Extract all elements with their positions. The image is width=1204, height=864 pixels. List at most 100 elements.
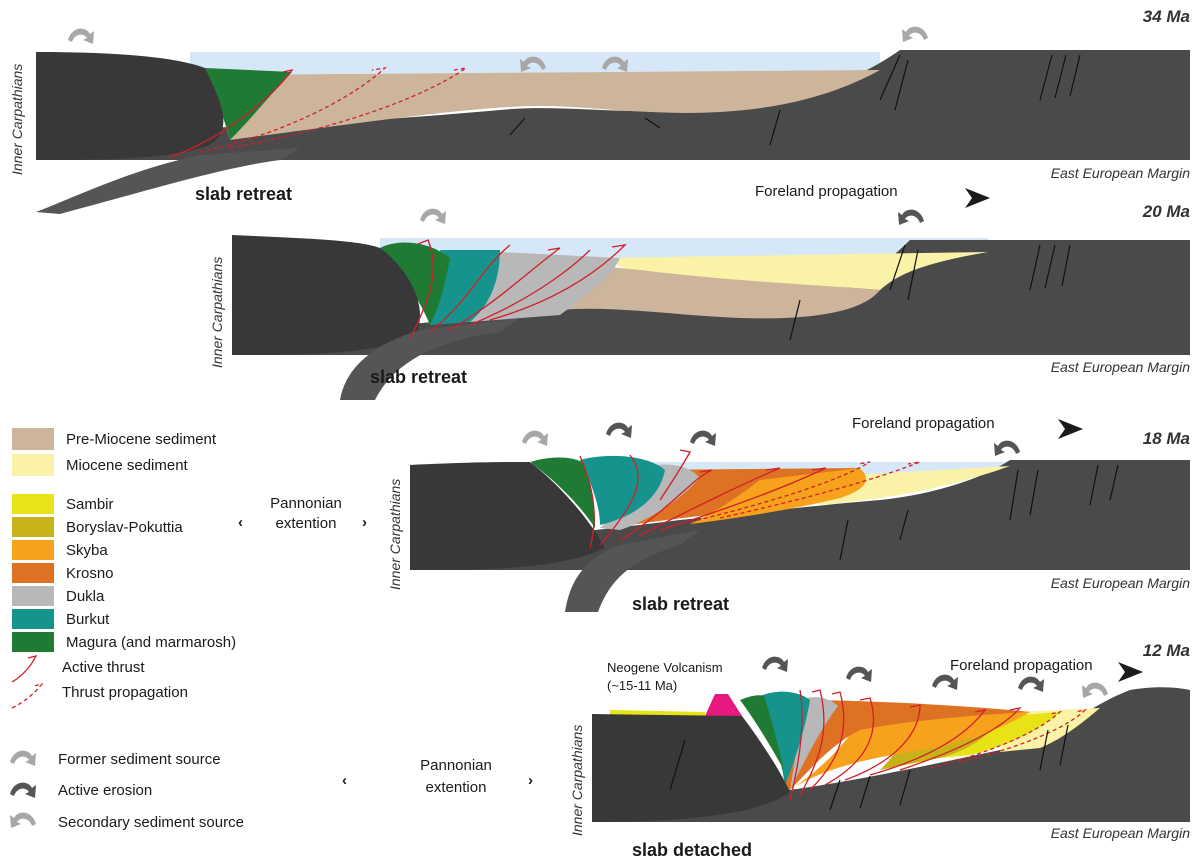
inner-carpathians-block — [232, 235, 421, 355]
former-sediment-source-arrow — [420, 208, 446, 224]
active-erosion-arrow — [762, 656, 788, 672]
slab-label: slab retreat — [370, 367, 467, 387]
sambir-strip — [610, 710, 705, 716]
east-european-margin-label: East European Margin — [1051, 825, 1191, 841]
legend-swatch — [12, 563, 54, 583]
active-thrust — [579, 455, 595, 549]
miocene-sediment — [600, 252, 988, 290]
thrust-propagation — [689, 461, 871, 523]
active-thrust — [599, 454, 639, 546]
inner-carpathians-label: Inner Carpathians — [387, 479, 403, 590]
subducting-slab — [36, 148, 300, 214]
foreland-propagation-label: Foreland propagation — [852, 415, 995, 432]
legend-label: Active erosion — [58, 782, 152, 799]
panel-18ma: 18 Ma Inner Carpathians East European Ma… — [387, 415, 1190, 614]
panel-20ma: 20 Ma Inner Carpathians East European Ma… — [209, 202, 1190, 400]
inner-carpathians-label: Inner Carpathians — [569, 725, 585, 836]
legend-label: Boryslav-Pokuttia — [66, 519, 183, 536]
legend-label: Skyba — [66, 542, 108, 559]
legend-swatch — [12, 454, 54, 476]
legend-label: Pre-Miocene sediment — [66, 431, 217, 448]
active-thrust — [469, 249, 591, 326]
pannonian-label: extention — [426, 779, 487, 796]
secondary-sediment-source-arrow — [1082, 682, 1108, 698]
foreland-basement — [410, 460, 1190, 570]
legend-label: Active thrust — [62, 659, 145, 676]
age-label: 12 Ma — [1143, 641, 1190, 660]
magura-unit — [205, 68, 292, 140]
active-thrust — [789, 689, 803, 801]
active-thrust — [869, 709, 987, 776]
legend-label: Sambir — [66, 496, 114, 513]
age-label: 34 Ma — [1143, 7, 1190, 26]
krosno-unit — [780, 700, 1030, 792]
thrust-propagation — [929, 710, 1063, 769]
pre-miocene-sediment — [210, 70, 880, 140]
thrust-propagation — [199, 67, 388, 153]
legend-swatch — [12, 586, 54, 606]
active-thrust — [619, 469, 713, 541]
active-thrust — [489, 244, 627, 321]
former-sediment-source-arrow — [68, 28, 94, 44]
volcanism-label: Neogene Volcanism — [607, 660, 723, 675]
active-erosion-arrow — [846, 666, 872, 682]
foreland-basement — [36, 50, 1190, 160]
pannonian-label: extention — [276, 515, 337, 532]
neogene-volcanism — [705, 694, 742, 716]
volcanism-age-label: (~15-11 Ma) — [607, 678, 677, 693]
legend-swatch — [12, 540, 54, 560]
panel-12ma: 12 Ma Inner Carpathians East European Ma… — [569, 641, 1190, 860]
age-label: 20 Ma — [1142, 202, 1190, 221]
active-erosion-arrow — [606, 422, 632, 438]
skyba-unit — [790, 712, 1030, 790]
legend-label: Magura (and marmarosh) — [66, 634, 236, 651]
secondary-sediment-source-icon — [10, 812, 36, 828]
age-label: 18 Ma — [1143, 429, 1190, 448]
legend-swatch — [12, 632, 54, 652]
magura-unit — [740, 695, 784, 770]
thrust-propagation-icon — [11, 682, 44, 709]
magura-unit — [530, 457, 596, 528]
inner-carpathians-label: Inner Carpathians — [9, 64, 25, 175]
skyba-unit — [690, 468, 866, 524]
active-thrust — [899, 706, 1022, 771]
burkut-unit — [760, 691, 810, 785]
legend-label: Former sediment source — [58, 751, 221, 768]
propagation-arrow-icon — [1118, 662, 1143, 682]
secondary-sediment-source-arrow — [902, 26, 928, 42]
active-thrust — [659, 467, 827, 531]
propagation-arrow-icon — [1058, 419, 1083, 439]
foreland-propagation-label: Foreland propagation — [950, 657, 1093, 674]
legend-label: Miocene sediment — [66, 457, 189, 474]
east-european-margin-label: East European Margin — [1051, 575, 1191, 591]
legend-label: Burkut — [66, 611, 110, 628]
legend-label: Thrust propagation — [62, 684, 188, 701]
active-erosion-arrow — [1018, 676, 1044, 692]
east-european-margin-label: East European Margin — [1051, 359, 1191, 375]
active-erosion-arrow — [690, 430, 716, 446]
inner-carpathians-block — [410, 462, 605, 570]
inner-carpathians-block — [36, 52, 224, 160]
active-thrust-icon — [11, 655, 38, 683]
panel-34ma: 34 Ma Inner Carpathians East European Ma… — [9, 7, 1190, 214]
active-thrust — [844, 704, 921, 781]
pannonian-extension-12ma: ‹ Pannonian extention › — [342, 757, 533, 796]
slab-label: slab retreat — [632, 594, 729, 614]
active-thrust — [639, 467, 781, 536]
pannonian-arrow-left-icon: ‹ — [238, 514, 243, 531]
east-european-margin-label: East European Margin — [1051, 165, 1191, 181]
subducting-slab — [340, 318, 520, 400]
thrust-propagation — [229, 67, 467, 149]
legend-label: Krosno — [66, 565, 114, 582]
subducting-slab — [565, 530, 700, 612]
pannonian-extension-18ma: ‹ Pannonian extention › — [238, 495, 367, 532]
dukla-unit — [470, 252, 620, 322]
secondary-sediment-source-arrow — [994, 440, 1020, 456]
inner-carpathians-block — [592, 714, 790, 822]
legend-swatch — [12, 517, 54, 537]
foreland-propagation-label: Foreland propagation — [755, 183, 898, 200]
pannonian-arrow-right-icon: › — [362, 514, 367, 531]
active-erosion-icon — [10, 782, 36, 798]
active-thrust — [409, 239, 434, 339]
